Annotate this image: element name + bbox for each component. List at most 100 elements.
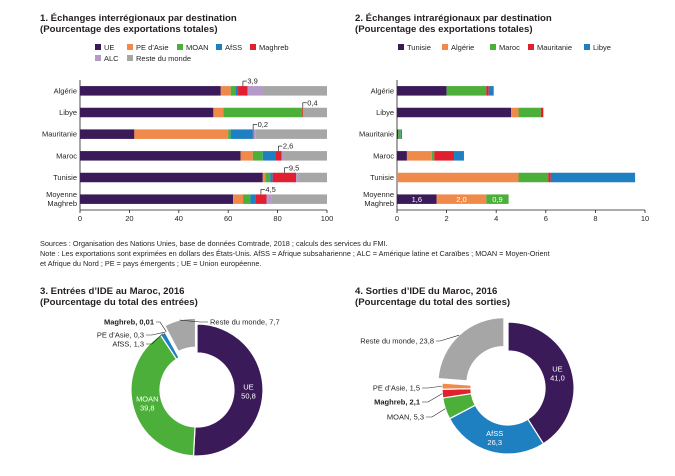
- sources-line: Sources : Organisation des Nations Unies…: [40, 239, 388, 248]
- chart1-legend-swatch-afss: [216, 44, 222, 50]
- chart1-bar-moyenne-maghreb-maghreb: [255, 194, 267, 204]
- chart2-bar-tunisie-mauritanie: [548, 172, 551, 183]
- chart1-bar-tunisie-maghreb: [272, 172, 297, 183]
- chart1-legend-label-reste-du-monde: Reste du monde: [136, 54, 191, 63]
- chart2-bar-libye-algerie: [511, 107, 519, 118]
- chart2-legend-label-tunisie: Tunisie: [407, 43, 431, 52]
- chart3-leader-reste-du-monde: [179, 319, 208, 323]
- chart1-bar-maroc-moan: [252, 151, 263, 161]
- chart3-slice-label-ue-line-1: UE: [243, 382, 253, 391]
- chart3-leader-afss: [146, 333, 164, 345]
- chart3-title: 3. Entrées d’IDE au Maroc, 2016 (Pourcen…: [40, 286, 198, 308]
- chart1-bar-mauritanie-ue: [80, 129, 135, 139]
- chart1-category-moyenne-maghreb-line-2: Maghreb: [47, 199, 77, 208]
- chart1-bar-algerie-reste-du-monde: [262, 86, 327, 96]
- chart1-category-libye: Libye: [59, 108, 77, 117]
- chart4-leader-moan: [426, 408, 446, 418]
- chart3-slice-label-moan-line-2: 39,8: [140, 404, 155, 413]
- chart3-slice-reste-du-monde: [164, 317, 197, 353]
- chart1-bar-maroc-reste-du-monde: [284, 151, 327, 161]
- chart1-legend-swatch-moan: [177, 44, 183, 50]
- chart2-x-tick-label-6: 6: [544, 214, 548, 223]
- chart4-slice-label-afss-line-1: AfSS: [486, 429, 503, 438]
- chart4-slice-label-moan: MOAN, 5,3: [387, 413, 424, 422]
- chart1-bar-maroc-pe-d-asie: [240, 151, 253, 161]
- chart1-bar-moyenne-maghreb-ue: [80, 194, 234, 204]
- chart2-bar-maroc-libye: [454, 151, 464, 161]
- chart1-bar-libye-reste-du-monde: [303, 107, 327, 118]
- chart2-legend-label-libye: Libye: [593, 43, 611, 52]
- chart3-title-line1: 3. Entrées d’IDE au Maroc, 2016: [40, 286, 185, 297]
- chart2-bar-libye-tunisie: [397, 107, 512, 118]
- chart1-bar-maroc-maghreb: [275, 151, 282, 161]
- chart1-legend-label-moan: MOAN: [186, 43, 209, 52]
- chart1-bar-algerie-alc: [247, 86, 263, 96]
- note-line-2: et Afrique du Nord ; PE = pays émergents…: [40, 259, 262, 268]
- chart2-bar-tunisie-maroc: [518, 172, 549, 183]
- chart4-slice-label-afss-line-2: 26,3: [487, 438, 502, 447]
- chart1-category-maroc: Maroc: [56, 151, 77, 160]
- chart2-bar-moyenne-maghreb-maroc: [486, 194, 509, 204]
- chart2-bar-maroc-tunisie: [397, 151, 407, 161]
- source-notes: Sources : Organisation des Nations Unies…: [40, 239, 665, 269]
- chart2-bar-mauritanie-maroc: [398, 129, 401, 139]
- chart2-legend-swatch-mauritanie: [528, 44, 534, 50]
- chart4-slice-reste-du-monde: [437, 316, 505, 382]
- chart1-bar-maroc-afss: [262, 151, 276, 161]
- chart2-bar-algerie-libye: [488, 86, 494, 96]
- chart1-x-tick-label-100: 100: [321, 214, 334, 223]
- chart1-bar-moyenne-maghreb-alc: [266, 194, 272, 204]
- chart2-legend-label-algerie: Algérie: [451, 43, 474, 52]
- chart1-bar-algerie-moan: [230, 86, 236, 96]
- chart1-bar-maroc-alc: [281, 151, 285, 161]
- chart2-category-libye: Libye: [376, 108, 394, 117]
- chart2-x-tick-label-2: 2: [445, 214, 449, 223]
- note-line-1: Note : Les exportations sont exprimées e…: [40, 249, 550, 258]
- chart2-bar-tunisie-algerie: [397, 172, 519, 183]
- chart1-bar-libye-ue: [80, 107, 214, 118]
- chart1-bar-mauritanie-alc: [253, 129, 256, 139]
- chart2-x-tick-label-4: 4: [494, 214, 498, 223]
- chart1-bar-tunisie-alc: [296, 172, 299, 183]
- chart2-bar-maroc-mauritanie: [434, 151, 455, 161]
- chart1-bar-tunisie-reste-du-monde: [298, 172, 327, 183]
- chart2-legend-swatch-maroc: [490, 44, 496, 50]
- chart2-bar-maroc-maroc: [431, 151, 435, 161]
- chart1-annot-algerie: 3,9: [247, 77, 257, 86]
- chart1-title-line2: (Pourcentage des exportations totales): [40, 24, 218, 35]
- chart1-bar-mauritanie-maghreb: [252, 129, 254, 139]
- chart2-x-tick-label-0: 0: [395, 214, 399, 223]
- chart1-legend-swatch-pe-d-asie: [127, 44, 133, 50]
- chart1-bar-mauritanie-moan: [228, 129, 231, 139]
- chart2-title: 2. Échanges intrarégionaux par destinati…: [355, 13, 552, 35]
- chart1-title-line1: 1. Échanges interrégionaux par destinati…: [40, 13, 237, 24]
- chart1-legend-swatch-ue: [95, 44, 101, 50]
- chart3-slice-label-reste-du-monde: Reste du monde, 7,7: [210, 318, 280, 327]
- chart3-slice-label-ue-line-2: 50,8: [241, 391, 256, 400]
- chart1-annot-mauritanie: 0,2: [258, 120, 268, 129]
- chart1-bar-tunisie-moan: [265, 172, 271, 183]
- chart1-bar-libye-pe-d-asie: [213, 107, 224, 118]
- chart3-leader-pe-d-asie: [146, 331, 166, 336]
- chart2-title-line1: 2. Échanges intrarégionaux par destinati…: [355, 13, 552, 24]
- chart4-leader-pe-d-asie: [422, 385, 443, 389]
- chart1-category-algerie: Algérie: [54, 86, 77, 95]
- chart1-bar-libye-maghreb: [302, 107, 304, 118]
- chart1-bar-algerie-maghreb: [238, 86, 248, 96]
- chart1-category-mauritanie: Mauritanie: [42, 130, 77, 139]
- chart2-data-label-algerie: 2,0: [456, 195, 466, 204]
- chart2-bar-algerie-mauritanie: [486, 86, 489, 96]
- chart3-leader-maghreb: [156, 321, 167, 332]
- chart2-bar-libye-maroc: [518, 107, 541, 118]
- chart1-x-tick-label-40: 40: [175, 214, 183, 223]
- chart3-slice-label-maghreb: Maghreb, 0,01: [104, 318, 154, 327]
- chart1-bar-algerie-ue: [80, 86, 221, 96]
- chart4-leader-reste-du-monde: [436, 334, 460, 342]
- chart3-title-line2: (Pourcentage du total des entrées): [40, 297, 198, 308]
- chart4-title: 4. Sorties d’IDE du Maroc, 2016 (Pourcen…: [355, 286, 510, 308]
